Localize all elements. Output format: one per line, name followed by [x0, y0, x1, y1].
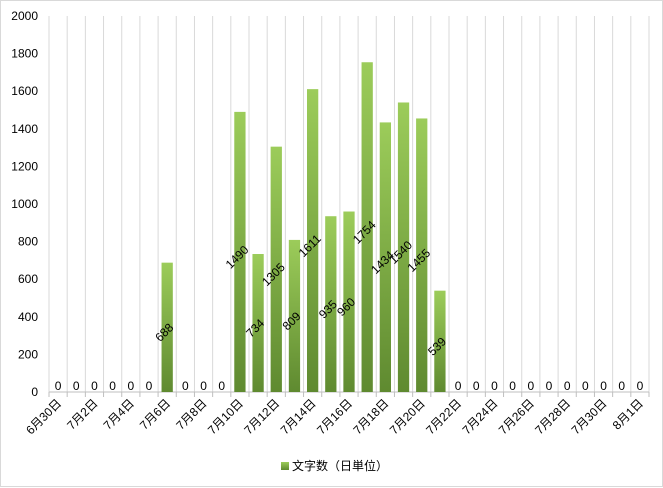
- bar-7月16日: [343, 211, 355, 392]
- data-label: 0: [600, 379, 607, 393]
- y-tick-label: 1600: [11, 84, 38, 98]
- y-tick-label: 1200: [11, 159, 38, 173]
- data-label: 0: [582, 379, 589, 393]
- grid: [48, 16, 650, 397]
- bar-7月15日: [325, 216, 337, 392]
- data-label: 0: [527, 379, 534, 393]
- data-label: 688: [152, 320, 176, 344]
- y-tick-label: 400: [18, 310, 38, 324]
- data-label: 0: [564, 379, 571, 393]
- y-axis-ticks: 0 200 400 600 800 1000 1200 1400 1600 1800 2000: [11, 9, 38, 399]
- data-label: 0: [73, 379, 80, 393]
- bar-7月18日: [379, 122, 391, 393]
- legend-swatch: [281, 462, 289, 470]
- legend: 文字数（日単位）: [281, 458, 388, 473]
- data-label: 0: [546, 379, 553, 393]
- bar-7月14日: [307, 89, 319, 392]
- data-label: 0: [509, 379, 516, 393]
- y-tick-label: 2000: [11, 9, 38, 23]
- bar-7月6日: [161, 262, 173, 392]
- y-tick-label: 200: [18, 347, 38, 361]
- x-tick-label: 7月6日: [137, 396, 173, 432]
- x-tick-label: 7月20日: [387, 396, 428, 437]
- x-tick-label: 7月10日: [205, 396, 246, 437]
- bars: [161, 62, 446, 393]
- data-label: 0: [91, 379, 98, 393]
- data-label: 0: [637, 379, 644, 393]
- bar-7月11日: [252, 254, 264, 392]
- bar-7月17日: [361, 62, 373, 393]
- bar-7月19日: [397, 102, 410, 392]
- data-label: 0: [200, 379, 207, 393]
- data-label: 0: [182, 379, 189, 393]
- x-tick-label: 7月18日: [350, 396, 391, 437]
- y-tick-label: 1000: [11, 197, 38, 211]
- x-tick-label: 7月4日: [101, 396, 137, 432]
- data-label: 0: [473, 379, 480, 393]
- x-tick-label: 7月24日: [460, 396, 501, 437]
- x-tick-label: 7月28日: [532, 396, 573, 437]
- x-axis-ticks: 6月30日 7月2日 7月4日 7月6日 7月8日7月10日7月12日7月14日7月16…: [23, 396, 646, 437]
- data-label: 539: [425, 334, 449, 358]
- bar-7月12日: [270, 146, 282, 392]
- x-tick-label: 6月30日: [23, 396, 64, 437]
- bar-7月10日: [234, 111, 246, 392]
- data-label: 960: [334, 295, 358, 319]
- data-label: 734: [243, 316, 267, 340]
- data-label: 0: [127, 379, 134, 393]
- x-tick-label: 7月12日: [241, 396, 282, 437]
- y-tick-label: 0: [31, 385, 38, 399]
- y-tick-label: 800: [18, 235, 38, 249]
- x-tick-label: 7月30日: [569, 396, 610, 437]
- y-tick-label: 1400: [11, 122, 38, 136]
- x-tick-label: 7月2日: [64, 396, 100, 432]
- data-label: 0: [491, 379, 498, 393]
- x-tick-label: 7月16日: [314, 396, 355, 437]
- data-label: 0: [55, 379, 62, 393]
- data-label: 0: [146, 379, 153, 393]
- data-label: 0: [218, 379, 225, 393]
- bar-7月21日: [434, 290, 446, 392]
- data-label: 0: [618, 379, 625, 393]
- x-tick-label: 7月22日: [423, 396, 464, 437]
- data-label: 0: [109, 379, 116, 393]
- y-tick-label: 600: [18, 272, 38, 286]
- y-tick-label: 1800: [11, 47, 38, 61]
- data-label: 809: [280, 309, 304, 333]
- x-tick-label: 8月1日: [610, 396, 646, 432]
- bar-7月20日: [416, 118, 428, 393]
- bar-7月13日: [288, 239, 301, 392]
- x-tick-label: 7月14日: [278, 396, 319, 437]
- x-tick-label: 7月26日: [496, 396, 537, 437]
- data-label: 0: [455, 379, 462, 393]
- legend-label: 文字数（日単位）: [292, 458, 388, 473]
